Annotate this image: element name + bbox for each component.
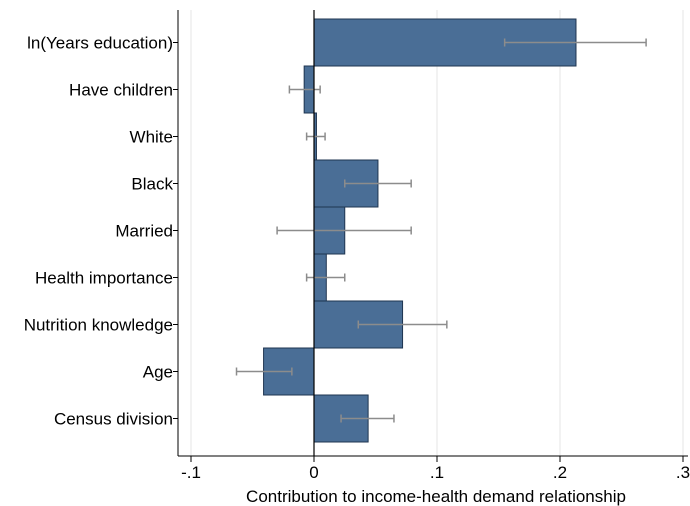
- error-bars: [235, 38, 647, 423]
- x-tick-label: 0: [309, 463, 318, 482]
- category-label: Age: [143, 363, 173, 382]
- x-axis-title: Contribution to income-health demand rel…: [246, 487, 626, 506]
- error-bar: [357, 320, 448, 329]
- x-tick-label: .3: [676, 463, 690, 482]
- x-tick-labels: -.1 0 .1 .2 .3: [181, 463, 690, 482]
- category-label: Have children: [69, 81, 173, 100]
- category-label: Census division: [54, 410, 173, 429]
- error-bar: [305, 273, 346, 282]
- category-label: Health importance: [35, 269, 173, 288]
- category-label: Black: [131, 175, 173, 194]
- error-bar: [503, 38, 647, 47]
- category-label: ln(Years education): [27, 34, 173, 53]
- category-labels: ln(Years education) Have children White Bla…: [24, 34, 174, 429]
- x-tick-label: -.1: [181, 463, 201, 482]
- category-label: Nutrition knowledge: [24, 316, 173, 335]
- bars: [263, 18, 577, 443]
- error-bar: [305, 132, 326, 141]
- category-label: White: [130, 128, 173, 147]
- x-tick-label: .1: [430, 463, 444, 482]
- error-bar: [276, 226, 412, 235]
- category-label: Married: [115, 222, 173, 241]
- error-bar: [344, 179, 412, 188]
- error-bar: [340, 414, 395, 423]
- grid-lines: [190, 10, 684, 456]
- error-bar: [235, 367, 293, 376]
- x-tick-label: .2: [553, 463, 567, 482]
- error-bar: [288, 85, 321, 94]
- axes: [173, 10, 688, 462]
